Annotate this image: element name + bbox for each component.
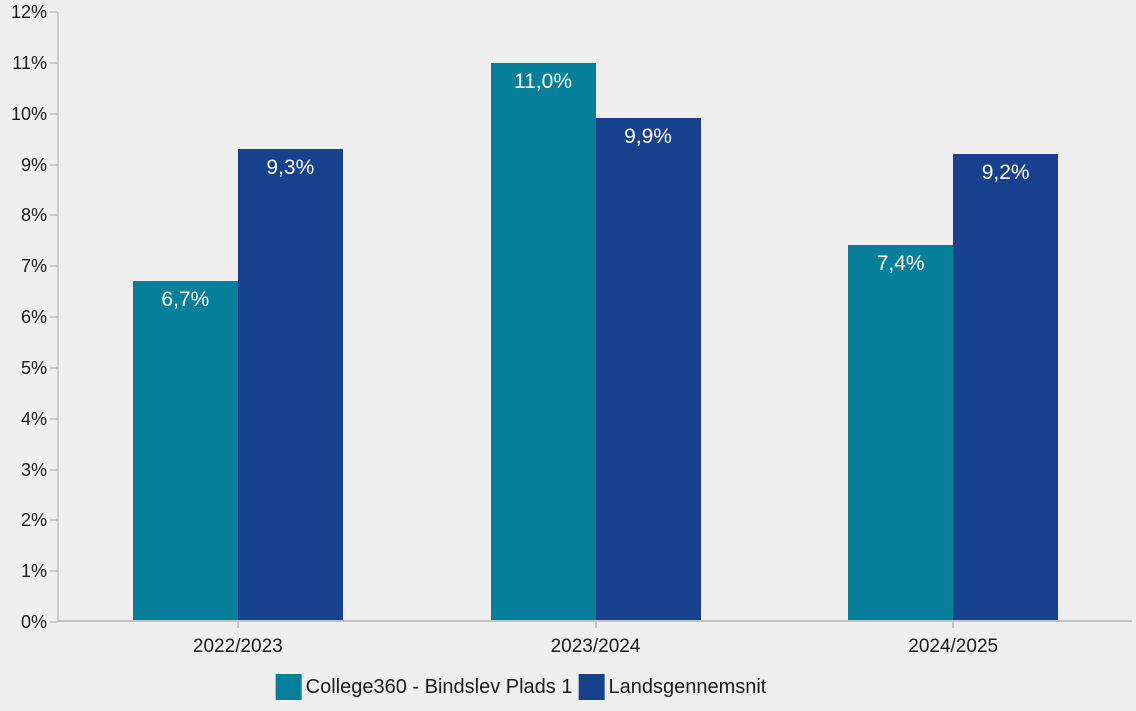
y-axis-tick-label: 1% (20, 561, 47, 582)
bar-series-2: 9,9% (595, 118, 701, 620)
y-axis-tick-mark (50, 214, 57, 217)
y-axis-tick-label: 10% (10, 103, 47, 124)
plot-area: 6,7% 9,3% 2022/2023 11,0% 9,9% 2023/2024 7,4% 9… (57, 12, 1132, 657)
x-axis-tick-mark (594, 622, 597, 628)
bar-value-label: 6,7% (161, 287, 210, 311)
y-axis-tick-mark (50, 265, 57, 268)
y-axis-tick-mark (50, 621, 57, 623)
bar-value-label: 11,0% (514, 69, 572, 93)
x-axis-category-label: 2022/2023 (192, 636, 283, 657)
y-axis-tick-label: 6% (20, 307, 47, 327)
x-axis-category-label: 2024/2025 (908, 636, 999, 657)
bar-series-2: 9,3% (237, 148, 343, 620)
y-axis-tick-label: 11% (12, 52, 47, 73)
legend-swatch (578, 674, 605, 700)
legend-item-college360[interactable]: College360 - Bindslev Plads 1 (275, 674, 573, 700)
bar-value-label: 7,4% (876, 252, 925, 276)
bar-series-1: 6,7% (132, 280, 238, 620)
x-axis-tick-mark (952, 622, 955, 628)
y-axis-tick-label: 9% (20, 154, 47, 175)
y-axis-tick-mark (50, 366, 57, 369)
y-axis-tick-label: 0% (20, 612, 47, 632)
bar-series-1: 7,4% (848, 245, 954, 620)
y-axis-tick-label: 3% (20, 459, 47, 480)
bar-value-label: 9,2% (981, 160, 1030, 184)
category-group: 11,0% 9,9% 2023/2024 (417, 12, 775, 657)
bar-value-label: 9,3% (266, 155, 315, 179)
legend-label: College360 - Bindslev Plads 1 (305, 675, 573, 698)
y-axis-tick-mark (50, 112, 57, 115)
y-axis-tick-mark (50, 61, 57, 64)
category-group: 7,4% 9,2% 2024/2025 (774, 12, 1132, 657)
y-axis-tick-label: 2% (20, 510, 47, 531)
y-axis-tick-mark (50, 417, 57, 420)
bar-value-label: 9,9% (624, 125, 672, 149)
y-axis-tick-label: 12% (10, 2, 47, 22)
legend: College360 - Bindslev Plads 1 Landsgennem… (275, 674, 766, 700)
category-group: 6,7% 9,3% 2022/2023 (59, 12, 417, 657)
legend-label: Landsgennemsnit (608, 675, 767, 698)
bar-series-2: 9,2% (953, 153, 1059, 620)
y-axis-tick-label: 5% (20, 357, 47, 378)
x-axis-category-label: 2023/2024 (550, 636, 641, 657)
x-axis-tick-mark (236, 622, 239, 628)
y-axis-tick-mark (50, 570, 57, 573)
y-axis-tick-mark (50, 11, 57, 13)
bar-series-1: 11,0% (490, 62, 596, 620)
legend-item-landsgennemsnit[interactable]: Landsgennemsnit (578, 674, 766, 700)
y-axis-tick-mark (50, 163, 57, 166)
y-axis-tick-mark (50, 316, 57, 318)
y-axis-tick-label: 4% (20, 408, 47, 429)
y-axis-tick-label: 7% (20, 256, 47, 277)
y-axis-tick-mark (50, 519, 57, 522)
y-axis-tick-label: 8% (20, 205, 47, 226)
legend-swatch (275, 674, 302, 700)
y-axis-tick-mark (50, 468, 57, 471)
